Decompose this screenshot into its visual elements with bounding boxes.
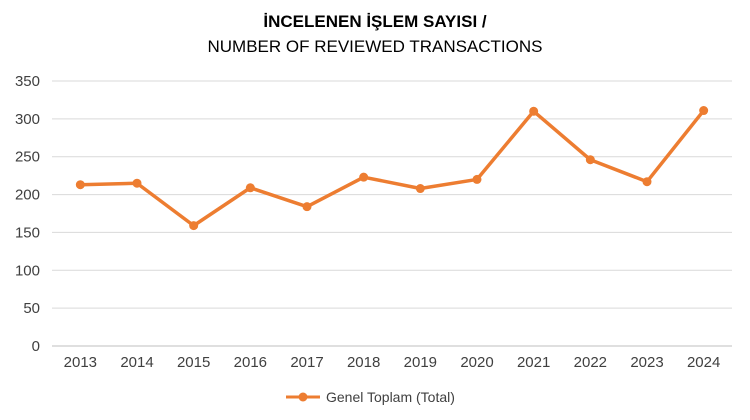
data-point — [302, 202, 312, 212]
x-tick-label: 2018 — [347, 354, 380, 371]
x-axis-tick-labels: 2013 2014 2015 2016 2017 2018 2019 2020 2021 2022… — [64, 354, 721, 371]
y-tick-label: 350 — [15, 73, 40, 90]
x-tick-label: 2020 — [460, 354, 493, 371]
y-tick-label: 100 — [15, 262, 40, 279]
data-point — [472, 174, 482, 184]
legend-point-marker — [298, 392, 308, 402]
series-line — [78, 108, 706, 228]
data-point — [529, 106, 539, 116]
x-tick-label: 2013 — [64, 354, 97, 371]
x-tick-label: 2017 — [290, 354, 323, 371]
x-tick-label: 2014 — [120, 354, 153, 371]
y-tick-label: 200 — [15, 187, 40, 204]
data-point — [245, 183, 255, 193]
y-tick-label: 0 — [32, 338, 40, 355]
x-tick-label: 2015 — [177, 354, 210, 371]
data-point — [75, 180, 85, 190]
legend-label: Genel Toplam (Total) — [326, 389, 455, 405]
chart-subtitle: NUMBER OF REVIEWED TRANSACTIONS — [208, 37, 543, 56]
x-tick-label: 2021 — [517, 354, 550, 371]
series-layer — [75, 106, 709, 231]
y-tick-label: 300 — [15, 111, 40, 128]
y-axis-tick-labels: 0 50 100 150 200 250 300 350 — [15, 73, 40, 355]
x-tick-label: 2024 — [687, 354, 720, 371]
legend: Genel Toplam (Total) — [286, 389, 455, 405]
data-point — [415, 184, 425, 194]
y-tick-label: 150 — [15, 224, 40, 241]
y-tick-label: 250 — [15, 149, 40, 166]
data-point — [699, 106, 709, 116]
data-point — [585, 155, 595, 165]
x-tick-label: 2019 — [404, 354, 437, 371]
y-tick-label: 50 — [23, 300, 40, 317]
data-point — [359, 172, 369, 182]
x-tick-label: 2022 — [574, 354, 607, 371]
chart-title: İNCELENEN İŞLEM SAYISI / — [263, 12, 487, 31]
data-point — [132, 178, 142, 188]
data-point — [642, 177, 652, 187]
gridlines — [52, 80, 732, 347]
x-tick-label: 2016 — [234, 354, 267, 371]
x-tick-label: 2023 — [630, 354, 663, 371]
data-point — [189, 221, 199, 231]
